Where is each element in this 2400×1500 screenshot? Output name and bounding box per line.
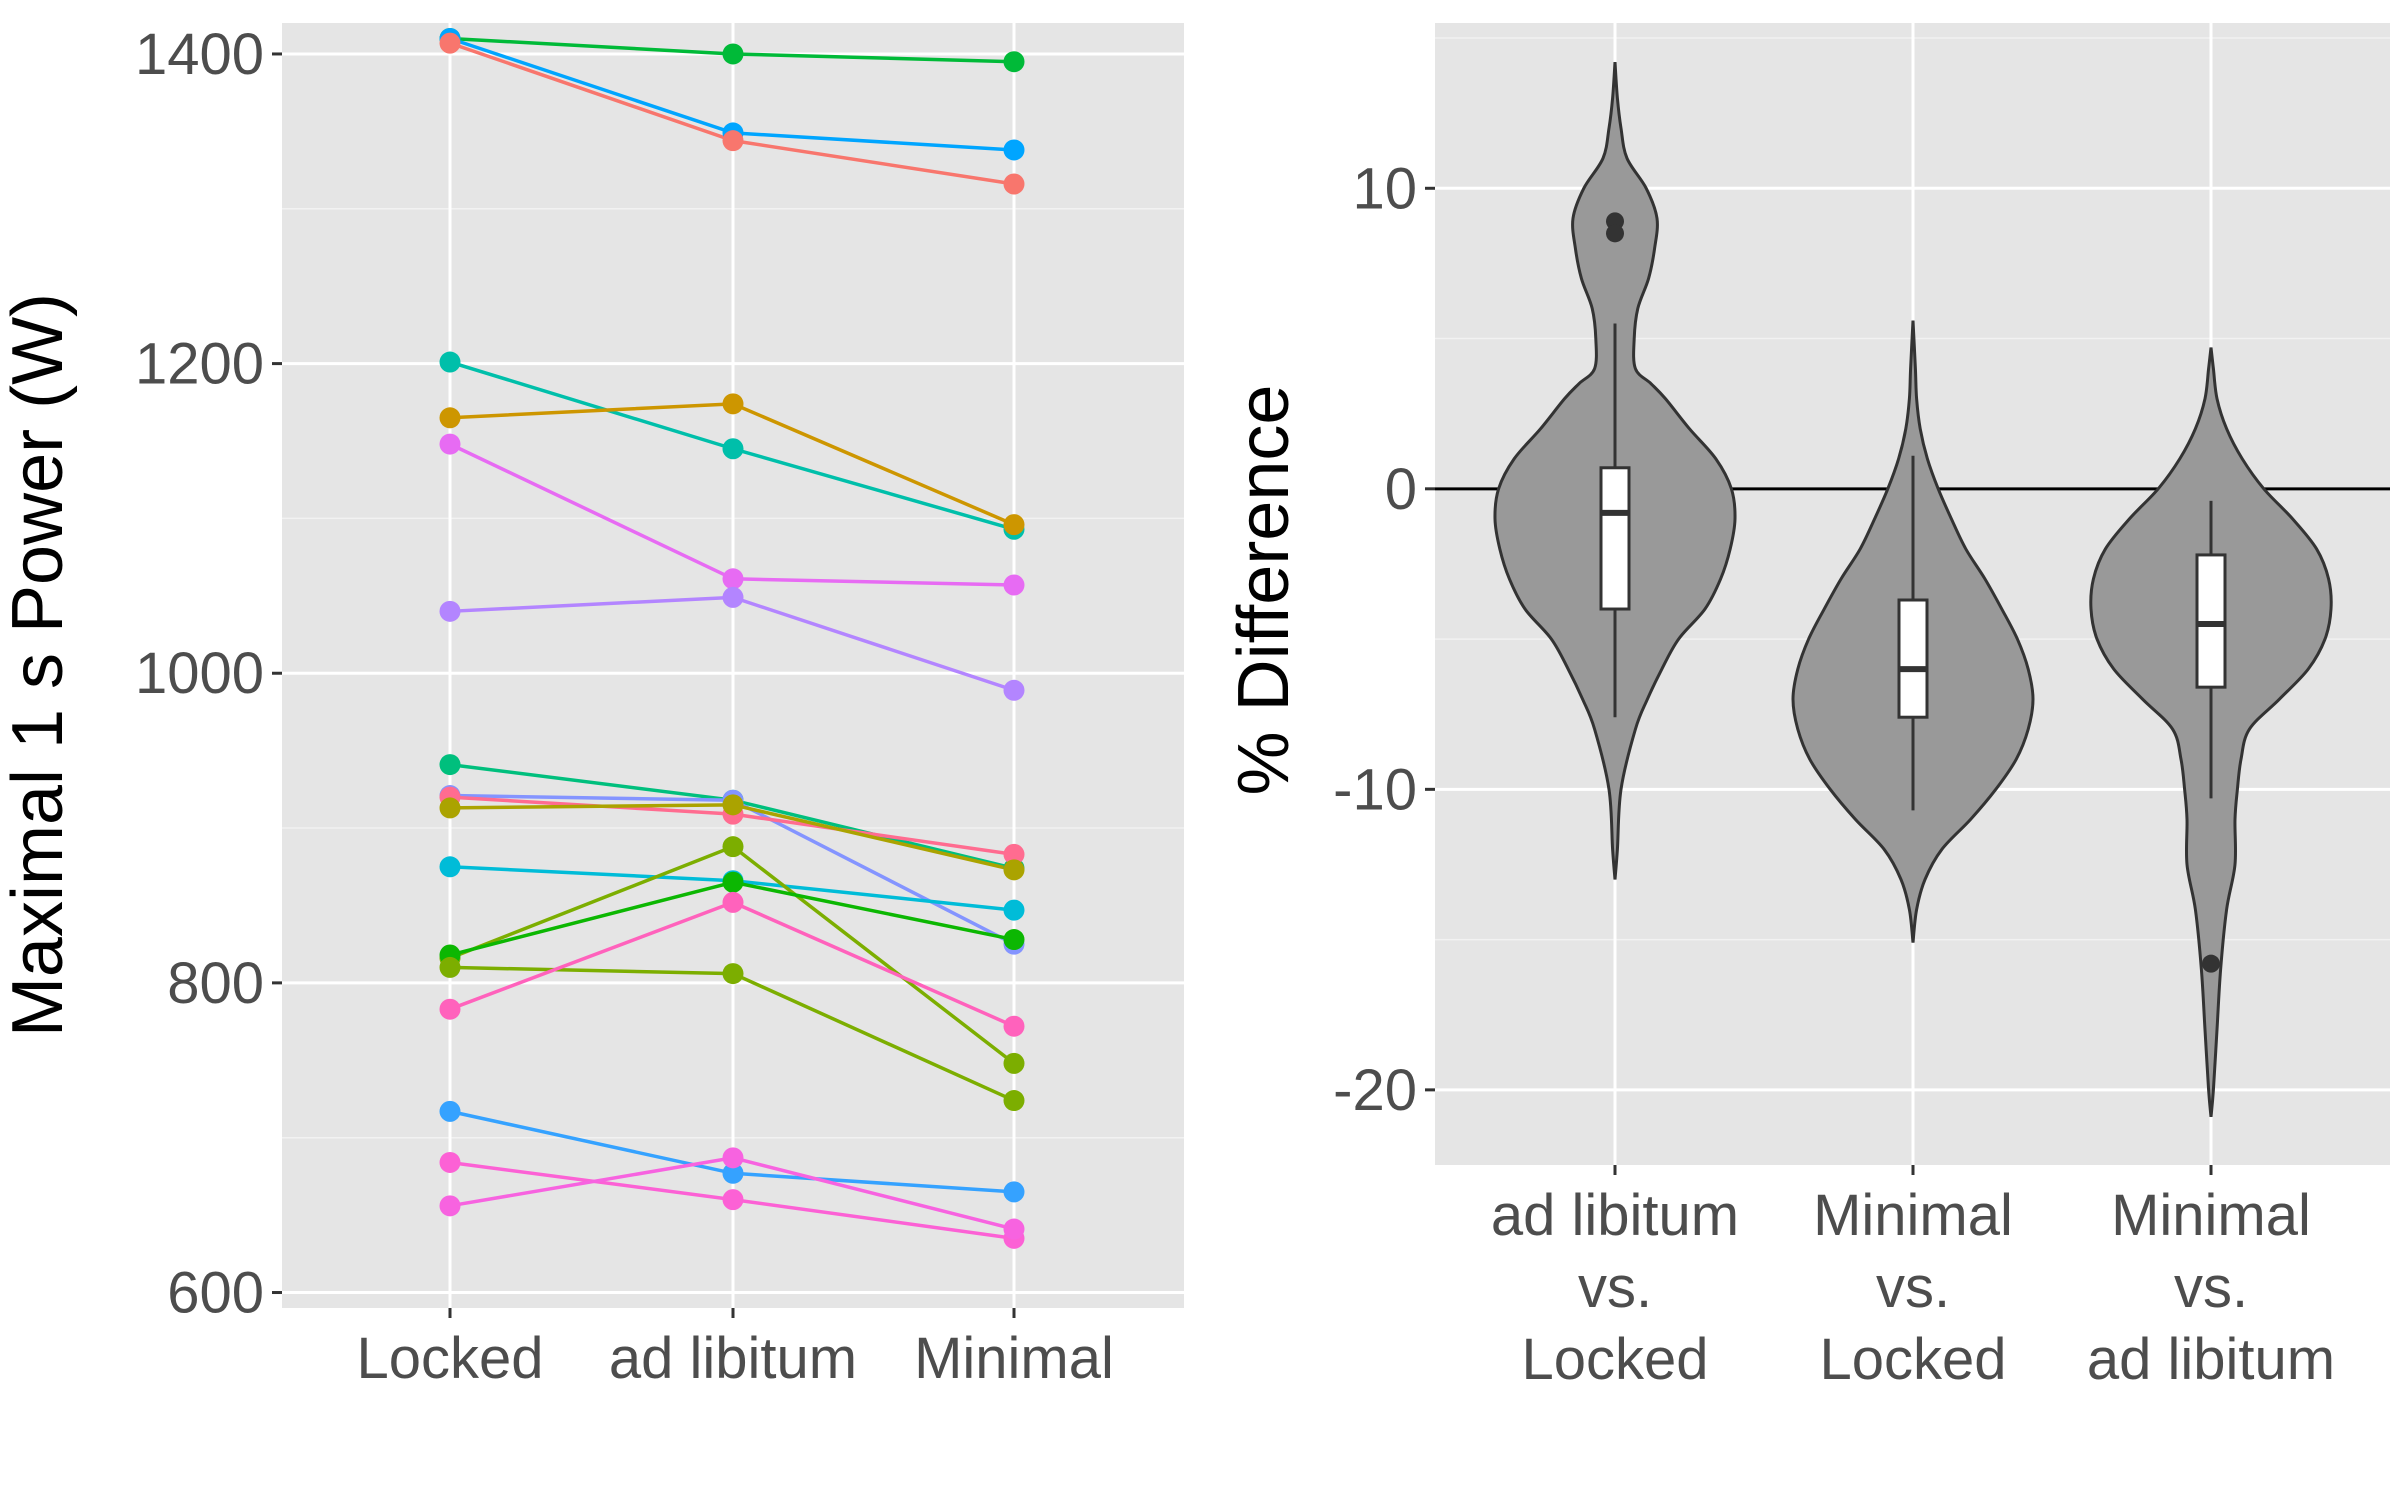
series-point-1-3 <box>1003 51 1025 73</box>
series-point-6-2 <box>722 568 744 590</box>
right-x-tick-label-line: ad libitum <box>2087 1327 2335 1392</box>
left-x-axis: Locked ad libitum Minimal <box>356 1308 1114 1391</box>
series-point-4-2 <box>722 438 744 460</box>
left-x-tick-label: Minimal <box>914 1326 1114 1391</box>
series-point-19-1 <box>439 1195 461 1217</box>
right-x-axis: ad libitum vs. Locked Minimal vs. Locked Minim… <box>1491 1165 2335 1392</box>
series-point-14-2 <box>722 871 744 893</box>
series-point-16-3 <box>1003 1015 1025 1037</box>
left-y-tick-label: 1400 <box>135 22 264 87</box>
series-point-6-1 <box>439 433 461 455</box>
series-point-17-2 <box>722 1162 744 1184</box>
right-y-tick-label: 0 <box>1385 457 1417 522</box>
series-point-8-1 <box>439 754 461 776</box>
series-point-19-3 <box>1003 1218 1025 1240</box>
series-point-15-3 <box>1003 1090 1025 1112</box>
right-x-tick-label-line: Minimal <box>2111 1183 2311 1248</box>
left-x-tick-label: ad libitum <box>609 1326 857 1391</box>
series-point-10-3 <box>1003 843 1025 865</box>
series-point-11-2 <box>722 794 744 816</box>
series-point-6-3 <box>1003 574 1025 596</box>
series-point-1-2 <box>722 43 744 65</box>
series-point-15-2 <box>722 963 744 985</box>
right-y-axis-title: % Difference <box>1224 385 1304 796</box>
series-point-5-2 <box>722 393 744 415</box>
outlier-1-2 <box>1606 224 1624 243</box>
paired-line-chart: 600 800 1000 1200 1400 Locked ad libitum Minim… <box>0 22 1184 1391</box>
series-point-14-3 <box>1003 929 1025 951</box>
series-point-2-3 <box>1003 139 1025 161</box>
series-point-17-3 <box>1003 1181 1025 1203</box>
left-y-axis: 600 800 1000 1200 1400 <box>135 22 282 1326</box>
right-x-tick-label-line: ad libitum <box>1491 1183 1739 1248</box>
left-y-tick-label: 1000 <box>135 641 264 706</box>
left-y-tick-label: 600 <box>167 1261 264 1326</box>
right-y-tick-label: 10 <box>1352 156 1417 221</box>
series-point-16-1 <box>439 998 461 1020</box>
series-point-18-1 <box>439 1151 461 1173</box>
series-point-3-1 <box>439 32 461 54</box>
left-x-tick-label: Locked <box>356 1326 543 1391</box>
box-1 <box>1599 466 1631 611</box>
left-y-tick-label: 800 <box>167 951 264 1016</box>
series-point-12-3 <box>1003 899 1025 921</box>
series-point-3-2 <box>722 130 744 152</box>
box-3 <box>2195 553 2227 689</box>
right-x-tick-label-line: Minimal <box>1813 1183 2013 1248</box>
outlier-3-1 <box>2202 954 2220 973</box>
series-point-7-3 <box>1003 679 1025 701</box>
series-point-13-2 <box>722 836 744 858</box>
right-x-tick-label-line: vs. <box>2174 1255 2248 1320</box>
left-y-axis-title: Maximal 1 s Power (W) <box>0 293 78 1037</box>
series-point-7-1 <box>439 600 461 622</box>
right-x-tick-label-line: Locked <box>1819 1327 2006 1392</box>
right-y-tick-label: -10 <box>1333 757 1417 822</box>
series-point-7-2 <box>722 586 744 608</box>
series-point-5-1 <box>439 407 461 429</box>
series-point-4-1 <box>439 351 461 373</box>
right-x-tick-label-line: vs. <box>1578 1255 1652 1320</box>
left-y-tick-label: 1200 <box>135 332 264 397</box>
series-point-13-3 <box>1003 1052 1025 1074</box>
series-point-18-2 <box>722 1189 744 1211</box>
left-series-layer <box>439 27 1025 1249</box>
box-2 <box>1897 598 1929 719</box>
series-point-11-3 <box>1003 859 1025 881</box>
right-x-tick-label-line: Locked <box>1521 1327 1708 1392</box>
series-point-16-2 <box>722 891 744 913</box>
right-x-tick-label-line: vs. <box>1876 1255 1950 1320</box>
violin-chart: 10 0 -10 -20 ad libitum vs. Locked Minimal vs. L… <box>1224 23 2390 1392</box>
right-y-axis: 10 0 -10 -20 <box>1333 156 1435 1123</box>
right-y-tick-label: -20 <box>1333 1058 1417 1123</box>
series-point-11-1 <box>439 797 461 819</box>
right-violin-layer <box>1435 61 2390 1118</box>
series-point-17-1 <box>439 1100 461 1122</box>
series-point-15-1 <box>439 956 461 978</box>
series-point-3-3 <box>1003 173 1025 195</box>
series-point-5-3 <box>1003 514 1025 536</box>
series-point-12-1 <box>439 856 461 878</box>
series-point-19-2 <box>722 1147 744 1169</box>
